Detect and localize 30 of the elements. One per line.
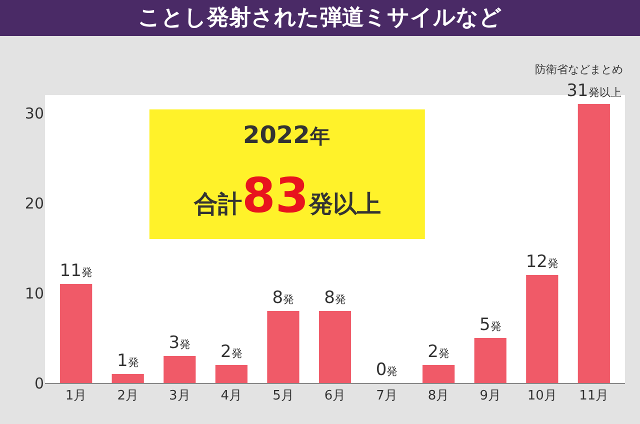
chart-title: ことし発射された弾道ミサイルなど	[138, 6, 502, 31]
x-tick-label: 8月	[428, 388, 450, 404]
data-label: 8発	[324, 288, 346, 308]
data-label: 31発以上	[566, 81, 622, 101]
x-tick-label: 2月	[117, 388, 138, 404]
data-label: 3発	[168, 333, 191, 353]
data-label: 12発	[526, 252, 558, 272]
data-label: 2発	[428, 342, 450, 362]
x-tick-label: 10月	[527, 388, 557, 404]
x-tick-label: 9月	[480, 388, 501, 404]
data-label: 8発	[272, 288, 294, 308]
data-label: 11発	[60, 261, 92, 281]
x-tick-label: 1月	[65, 388, 87, 404]
annotation: 合計83発以上	[193, 168, 381, 224]
data-label: 2発	[220, 342, 242, 362]
y-tick-label: 30	[24, 104, 44, 122]
data-label: 5発	[479, 315, 502, 335]
x-tick-label: 4月	[220, 388, 242, 404]
data-label: 0発	[376, 360, 398, 380]
x-tick-label: 6月	[324, 388, 346, 404]
x-tick-label: 5月	[272, 388, 294, 404]
text: 防衛省などまとめ	[535, 63, 623, 76]
y-tick-label: 0	[34, 374, 44, 392]
x-tick-label: 7月	[376, 388, 398, 404]
y-tick-label: 20	[24, 194, 44, 212]
data-label: 1発	[116, 351, 139, 371]
annotation: 2022年	[243, 121, 330, 149]
x-tick-label: 3月	[169, 388, 190, 404]
y-tick-label: 10	[24, 284, 44, 302]
x-tick-label: 11月	[579, 388, 609, 404]
